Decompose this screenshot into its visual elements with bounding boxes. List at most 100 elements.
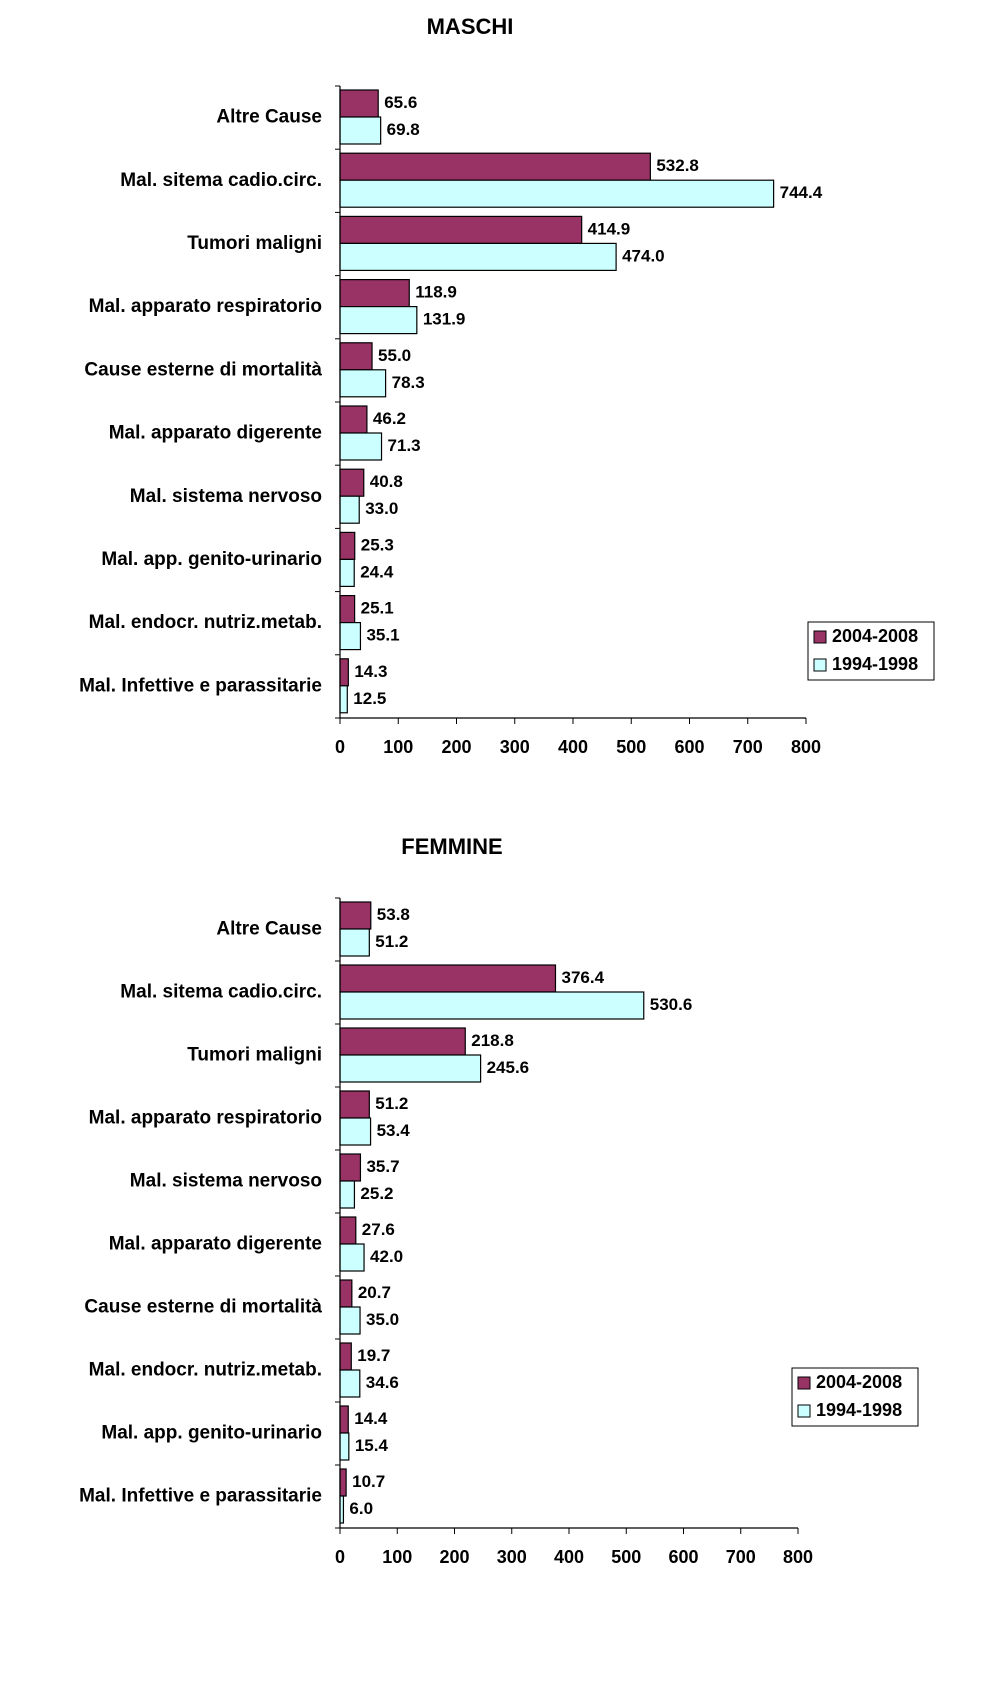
x-tick-label: 500 [616, 737, 646, 757]
category-label: Mal. app. genito-urinario [101, 1423, 322, 1444]
x-tick-label: 100 [382, 1547, 412, 1567]
value-label: 218.8 [471, 1031, 514, 1050]
x-tick-label: 700 [733, 737, 763, 757]
bar [339, 964, 557, 993]
category-label: Mal. apparato respiratorio [89, 1108, 322, 1129]
bar [339, 685, 348, 714]
bar [339, 432, 383, 461]
legend-swatch [797, 1404, 811, 1418]
bar [339, 495, 360, 524]
category-label: Mal. Infettive e parassitarie [79, 1486, 322, 1507]
legend-label: 2004-2008 [816, 1372, 902, 1392]
value-label: 20.7 [358, 1283, 391, 1302]
bar [339, 242, 617, 271]
value-label: 53.4 [377, 1121, 411, 1140]
category-label: Mal. app. genito-urinario [101, 549, 322, 570]
value-label: 14.3 [354, 662, 387, 681]
value-label: 245.6 [487, 1058, 530, 1077]
bar [339, 1369, 361, 1398]
value-label: 376.4 [561, 968, 604, 987]
bar [339, 215, 583, 244]
x-tick-label: 300 [500, 737, 530, 757]
category-label: Cause esterne di mortalità [84, 1297, 322, 1318]
bar [339, 306, 418, 335]
value-label: 51.2 [375, 932, 408, 951]
bar [339, 468, 365, 497]
bar [339, 1405, 349, 1434]
bar [339, 116, 382, 145]
value-label: 532.8 [656, 156, 699, 175]
x-tick-label: 0 [335, 737, 345, 757]
bar [339, 1216, 357, 1245]
bar [339, 658, 349, 687]
x-tick-label: 400 [554, 1547, 584, 1567]
legend-box [807, 621, 935, 681]
x-tick-label: 200 [439, 1547, 469, 1567]
value-label: 25.2 [360, 1184, 393, 1203]
value-label: 744.4 [780, 183, 823, 202]
bar [339, 279, 410, 308]
category-label: Mal. sistema nervoso [130, 1171, 322, 1192]
category-label: Cause esterne di mortalità [84, 359, 322, 380]
value-label: 78.3 [392, 373, 425, 392]
legend-label: 1994-1998 [816, 1400, 902, 1420]
category-label: Mal. apparato respiratorio [89, 296, 322, 317]
value-label: 131.9 [423, 310, 466, 329]
x-tick-label: 100 [383, 737, 413, 757]
value-label: 42.0 [370, 1247, 403, 1266]
value-label: 25.3 [361, 535, 394, 554]
bar [339, 1180, 356, 1209]
value-label: 530.6 [650, 995, 693, 1014]
category-label: Mal. sistema nervoso [130, 486, 322, 507]
bar [339, 179, 775, 208]
value-label: 118.9 [415, 283, 457, 302]
x-tick-label: 800 [783, 1547, 813, 1567]
chart-title: FEMMINE [401, 834, 502, 859]
legend-swatch [813, 658, 827, 672]
x-tick-label: 400 [558, 737, 588, 757]
bar [339, 1054, 482, 1083]
bar [339, 369, 387, 398]
chart-title: MASCHI [427, 14, 514, 39]
x-tick-label: 500 [611, 1547, 641, 1567]
bar [339, 991, 645, 1020]
value-label: 71.3 [388, 436, 421, 455]
value-label: 69.8 [387, 120, 420, 139]
value-label: 6.0 [349, 1499, 373, 1518]
bar [339, 1243, 365, 1272]
x-tick-label: 0 [335, 1547, 345, 1567]
value-label: 27.6 [362, 1220, 395, 1239]
x-tick-label: 600 [674, 737, 704, 757]
value-label: 414.9 [588, 219, 631, 238]
bar [339, 1342, 352, 1371]
value-label: 25.1 [361, 599, 394, 618]
category-label: Mal. Infettive e parassitarie [79, 675, 322, 696]
value-label: 34.6 [366, 1373, 399, 1392]
value-label: 474.0 [622, 246, 665, 265]
value-label: 33.0 [365, 499, 398, 518]
legend-label: 1994-1998 [832, 654, 918, 674]
value-label: 15.4 [355, 1436, 389, 1455]
value-label: 24.4 [360, 562, 394, 581]
bar [339, 1153, 362, 1182]
category-label: Mal. endocr. nutriz.metab. [89, 1360, 322, 1381]
category-label: Mal. sitema cadio.circ. [120, 170, 322, 191]
category-label: Tumori maligni [187, 233, 322, 254]
bar [339, 1090, 370, 1119]
x-tick-label: 600 [668, 1547, 698, 1567]
bar [339, 1027, 466, 1056]
category-label: Mal. apparato digerente [109, 1234, 322, 1255]
bar [339, 1117, 372, 1146]
bar [339, 1306, 361, 1335]
value-label: 35.0 [366, 1310, 399, 1329]
x-tick-label: 700 [726, 1547, 756, 1567]
x-tick-label: 300 [497, 1547, 527, 1567]
bar [339, 1468, 347, 1497]
value-label: 14.4 [354, 1409, 388, 1428]
value-label: 19.7 [357, 1346, 390, 1365]
category-label: Mal. apparato digerente [109, 423, 322, 444]
bar [339, 621, 362, 651]
bar [339, 342, 373, 371]
category-label: Tumori maligni [187, 1045, 322, 1066]
